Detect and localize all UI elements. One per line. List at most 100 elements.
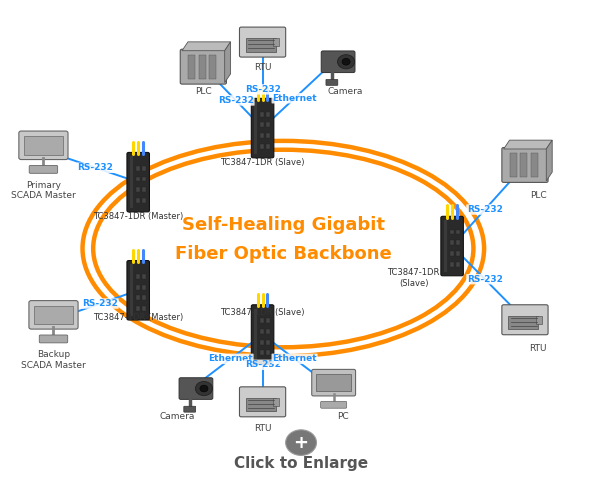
FancyBboxPatch shape: [254, 309, 257, 360]
FancyBboxPatch shape: [142, 285, 146, 290]
FancyBboxPatch shape: [136, 187, 140, 192]
FancyBboxPatch shape: [502, 305, 548, 335]
Text: RS-232: RS-232: [467, 205, 503, 214]
Circle shape: [338, 55, 355, 69]
FancyBboxPatch shape: [142, 295, 146, 300]
FancyBboxPatch shape: [142, 166, 146, 170]
Text: RS-232: RS-232: [218, 96, 254, 105]
FancyBboxPatch shape: [502, 148, 548, 182]
FancyBboxPatch shape: [127, 153, 149, 212]
FancyBboxPatch shape: [273, 38, 279, 46]
FancyBboxPatch shape: [39, 335, 68, 343]
FancyBboxPatch shape: [130, 157, 133, 208]
FancyBboxPatch shape: [136, 295, 140, 300]
FancyBboxPatch shape: [142, 187, 146, 192]
FancyBboxPatch shape: [266, 329, 270, 334]
FancyBboxPatch shape: [29, 301, 78, 329]
FancyBboxPatch shape: [320, 402, 347, 408]
FancyBboxPatch shape: [455, 230, 460, 235]
Text: Ethernet: Ethernet: [272, 94, 317, 103]
Text: RS-232: RS-232: [245, 85, 281, 94]
FancyBboxPatch shape: [179, 378, 213, 400]
Text: +: +: [293, 433, 308, 452]
FancyBboxPatch shape: [321, 51, 355, 73]
FancyBboxPatch shape: [312, 369, 356, 396]
FancyBboxPatch shape: [251, 305, 274, 364]
Text: PLC: PLC: [195, 87, 212, 96]
Polygon shape: [224, 42, 230, 83]
FancyBboxPatch shape: [444, 220, 447, 272]
Text: Primary
SCADA Master: Primary SCADA Master: [11, 181, 76, 200]
Text: RS-232: RS-232: [82, 299, 118, 308]
FancyBboxPatch shape: [509, 153, 517, 177]
FancyBboxPatch shape: [209, 55, 217, 79]
FancyBboxPatch shape: [136, 274, 140, 279]
FancyBboxPatch shape: [450, 251, 454, 256]
FancyBboxPatch shape: [266, 350, 270, 355]
FancyBboxPatch shape: [455, 251, 460, 256]
Text: Backup
SCADA Master: Backup SCADA Master: [21, 350, 86, 370]
FancyBboxPatch shape: [130, 264, 133, 316]
FancyBboxPatch shape: [316, 374, 351, 392]
Polygon shape: [546, 140, 552, 181]
FancyBboxPatch shape: [450, 241, 454, 246]
FancyBboxPatch shape: [254, 102, 257, 154]
Text: RTU: RTU: [254, 424, 271, 433]
FancyBboxPatch shape: [142, 274, 146, 279]
Text: PLC: PLC: [530, 190, 547, 199]
FancyBboxPatch shape: [266, 144, 270, 149]
Text: RS-232: RS-232: [467, 275, 503, 284]
FancyBboxPatch shape: [266, 122, 270, 127]
FancyBboxPatch shape: [24, 136, 62, 155]
FancyBboxPatch shape: [266, 133, 270, 138]
FancyBboxPatch shape: [251, 98, 274, 158]
FancyBboxPatch shape: [260, 112, 265, 117]
Polygon shape: [503, 140, 552, 149]
FancyBboxPatch shape: [273, 398, 279, 406]
FancyBboxPatch shape: [520, 153, 527, 177]
FancyBboxPatch shape: [246, 38, 276, 52]
Text: Camera: Camera: [159, 412, 194, 420]
FancyBboxPatch shape: [266, 112, 270, 117]
FancyBboxPatch shape: [260, 329, 265, 334]
FancyBboxPatch shape: [34, 306, 73, 324]
FancyBboxPatch shape: [136, 306, 140, 311]
Text: RTU: RTU: [254, 63, 271, 72]
Text: Camera: Camera: [328, 87, 363, 96]
Ellipse shape: [286, 430, 316, 455]
FancyBboxPatch shape: [260, 144, 265, 149]
Circle shape: [200, 385, 208, 392]
Text: Self-Healing Gigabit: Self-Healing Gigabit: [182, 216, 385, 234]
Text: TC3847-1DR (Master): TC3847-1DR (Master): [93, 314, 184, 323]
FancyBboxPatch shape: [199, 55, 206, 79]
FancyBboxPatch shape: [184, 406, 196, 412]
Text: TC3847-1DR (Slave): TC3847-1DR (Slave): [220, 158, 305, 166]
Text: RS-232: RS-232: [77, 164, 113, 172]
Text: Ethernet: Ethernet: [208, 354, 253, 363]
FancyBboxPatch shape: [266, 318, 270, 323]
Text: TC3847-1DR
(Slave): TC3847-1DR (Slave): [388, 268, 440, 288]
Text: Ethernet: Ethernet: [272, 354, 317, 363]
Text: Fiber Optic Backbone: Fiber Optic Backbone: [175, 245, 392, 262]
FancyBboxPatch shape: [29, 166, 58, 173]
Circle shape: [342, 58, 350, 65]
Text: RTU: RTU: [529, 344, 547, 353]
FancyBboxPatch shape: [531, 153, 538, 177]
Text: PC: PC: [337, 412, 349, 420]
FancyBboxPatch shape: [455, 262, 460, 267]
FancyBboxPatch shape: [260, 133, 265, 138]
FancyBboxPatch shape: [450, 230, 454, 235]
Text: TC3847-1DR (Master): TC3847-1DR (Master): [93, 212, 184, 221]
FancyBboxPatch shape: [239, 387, 286, 417]
FancyBboxPatch shape: [441, 216, 463, 276]
FancyBboxPatch shape: [260, 318, 265, 323]
FancyBboxPatch shape: [142, 198, 146, 203]
FancyBboxPatch shape: [127, 260, 149, 320]
Circle shape: [196, 382, 212, 396]
FancyBboxPatch shape: [246, 398, 276, 412]
FancyBboxPatch shape: [266, 339, 270, 344]
FancyBboxPatch shape: [260, 339, 265, 344]
FancyBboxPatch shape: [455, 241, 460, 246]
FancyBboxPatch shape: [180, 49, 226, 84]
FancyBboxPatch shape: [260, 122, 265, 127]
